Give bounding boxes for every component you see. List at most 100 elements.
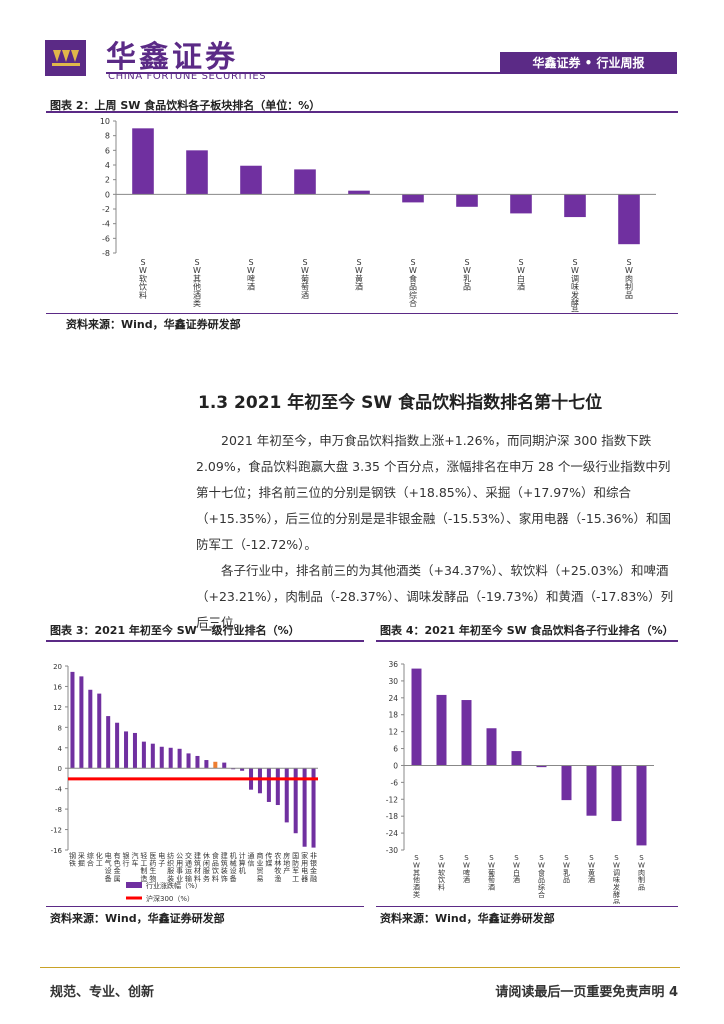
svg-text:酒: 酒: [355, 283, 363, 292]
footer-slogan: 规范、专业、创新: [50, 985, 155, 1000]
svg-text:肉: 肉: [638, 868, 645, 877]
figure-2-chart: -8-6-4-20246810SW软饮料SW其他酒类SW啤酒SW葡萄酒SW黄酒S…: [100, 117, 656, 312]
svg-text:W: W: [488, 861, 495, 869]
x-label-通信: 通信: [248, 851, 255, 868]
svg-text:运: 运: [185, 867, 192, 875]
svg-text:S: S: [589, 854, 594, 862]
svg-text:萄: 萄: [488, 875, 495, 884]
paragraph-2: 各子行业中，排名前三的为其他酒类（+34.37%）、软饮料（+25.03%）和啤…: [196, 563, 674, 630]
svg-text:W: W: [613, 861, 620, 869]
svg-text:酒: 酒: [413, 884, 420, 892]
figure-4-title: 图表 4：2021 年初至今 SW 食品饮料各子行业排名（%）: [380, 624, 674, 637]
figure-2-title: 图表 2：上周 SW 食品饮料各子板块排名（单位：%）: [50, 99, 321, 112]
svg-text:信: 信: [248, 859, 255, 868]
svg-text:软: 软: [438, 868, 445, 877]
svg-text:品: 品: [463, 283, 471, 292]
figure-2-bottom-rule: [46, 313, 678, 314]
svg-text:气: 气: [105, 859, 112, 868]
svg-text:酵: 酵: [571, 299, 579, 308]
bar-休闲服务: [204, 760, 209, 769]
svg-text:机: 机: [230, 851, 237, 860]
svg-text:白: 白: [517, 273, 525, 283]
svg-text:啤: 啤: [247, 273, 255, 283]
svg-text:织: 织: [167, 859, 174, 868]
y-tick-label: 4: [58, 745, 63, 753]
bar-银行: [124, 731, 129, 769]
svg-text:S: S: [514, 854, 519, 862]
svg-text:酵: 酵: [613, 891, 620, 899]
svg-text:品: 品: [538, 876, 545, 884]
bar-汽车: [132, 732, 137, 769]
brand-logo: [45, 40, 86, 76]
svg-text:银: 银: [310, 859, 317, 868]
svg-text:酒: 酒: [517, 283, 525, 292]
svg-text:W: W: [513, 861, 520, 869]
svg-text:S: S: [626, 258, 631, 267]
y-tick-label: 16: [53, 683, 62, 691]
bar-SW葡萄酒: [486, 728, 497, 766]
svg-text:林: 林: [274, 859, 281, 868]
svg-text:味: 味: [613, 875, 620, 884]
svg-text:计: 计: [239, 851, 246, 860]
paragraph-1: 2021 年初至今，申万食品饮料指数上涨+1.26%，而同期沪深 300 指数下…: [196, 433, 671, 552]
svg-text:房: 房: [283, 851, 290, 860]
y-tick-label: 8: [105, 132, 110, 141]
svg-text:他: 他: [193, 282, 201, 292]
svg-text:品: 品: [409, 283, 417, 292]
svg-text:银: 银: [123, 851, 130, 860]
y-tick-label: 0: [393, 761, 398, 770]
bar-电子: [159, 746, 164, 769]
bar-SW葡萄酒: [294, 169, 316, 195]
figure-4-top-rule: [376, 640, 678, 642]
svg-text:食: 食: [538, 868, 545, 877]
x-label-电子: 电子: [158, 851, 165, 868]
svg-text:用: 用: [176, 860, 183, 868]
y-tick-label: -8: [102, 249, 110, 258]
figure-3-bottom-rule: [46, 906, 364, 907]
svg-text:饮: 饮: [139, 282, 147, 292]
svg-text:品: 品: [613, 898, 620, 904]
bar-食品饮料: [213, 761, 218, 769]
brand-name-english: CHINA FORTUNE SECURITIES: [108, 71, 267, 82]
y-tick-label: -4: [102, 220, 110, 229]
svg-text:钢: 钢: [69, 851, 76, 860]
y-tick-label: 20: [53, 663, 62, 671]
bar-房地产: [284, 768, 289, 823]
svg-text:铁: 铁: [69, 859, 76, 868]
x-label-房地产: 房地产: [283, 851, 290, 875]
svg-text:料: 料: [194, 874, 201, 883]
y-tick-label: 10: [100, 117, 110, 126]
y-tick-label: 0: [105, 190, 110, 199]
svg-text:子: 子: [158, 860, 165, 868]
svg-text:媒: 媒: [265, 859, 272, 868]
brand-name: 华鑫证券: [106, 40, 238, 75]
y-tick-label: -24: [386, 829, 398, 838]
svg-text:军: 军: [292, 867, 299, 875]
svg-text:S: S: [518, 258, 523, 267]
svg-text:W: W: [413, 861, 420, 869]
bar-轻工制造: [141, 741, 146, 769]
svg-text:装: 装: [221, 866, 228, 875]
bar-SW其他酒类: [186, 150, 208, 195]
y-tick-label: 6: [393, 745, 398, 754]
svg-text:服: 服: [203, 867, 210, 875]
svg-text:牧: 牧: [274, 866, 281, 875]
svg-text:白: 白: [513, 868, 520, 877]
x-label-家用电器: 家用电器: [301, 851, 308, 883]
svg-text:合: 合: [538, 890, 545, 899]
svg-text:制: 制: [140, 866, 147, 875]
svg-text:饮: 饮: [438, 875, 445, 884]
logo-icon: [52, 50, 80, 66]
svg-text:传: 传: [265, 851, 272, 860]
svg-text:S: S: [639, 854, 644, 862]
bar-传媒: [266, 768, 271, 802]
svg-text:业: 业: [176, 874, 183, 883]
svg-text:金: 金: [114, 866, 121, 875]
